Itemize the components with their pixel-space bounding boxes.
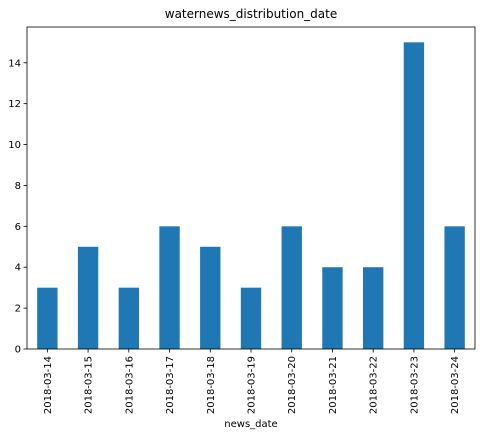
- bar-2018-03-23: [403, 42, 425, 349]
- x-tick-label-2018-03-19: 2018-03-19: [247, 356, 258, 414]
- y-tick-label-7: 14: [8, 58, 21, 69]
- x-tick-label-2018-03-14: 2018-03-14: [43, 356, 54, 414]
- y-tick-label-2: 4: [15, 263, 21, 274]
- chart-title: waternews_distribution_date: [165, 7, 337, 21]
- bar-2018-03-21: [322, 267, 343, 349]
- x-tick-label-2018-03-24: 2018-03-24: [450, 356, 461, 414]
- x-tick-label-2018-03-18: 2018-03-18: [206, 356, 217, 414]
- y-tick-label-6: 12: [8, 99, 21, 110]
- x-tick-label-2018-03-21: 2018-03-21: [328, 356, 339, 414]
- bar-2018-03-17: [159, 226, 180, 349]
- bar-2018-03-24: [444, 226, 465, 349]
- x-axis: 2018-03-14 2018-03-15 2018-03-16 2018-03-17…: [43, 349, 461, 414]
- y-axis: 0 2 4 6 8 10 12 14: [8, 58, 27, 356]
- bar-2018-03-15: [77, 246, 99, 349]
- bar-2018-03-20: [281, 226, 302, 349]
- y-tick-label-3: 6: [15, 222, 21, 233]
- x-tick-label-2018-03-22: 2018-03-22: [369, 356, 380, 414]
- x-tick-label-2018-03-23: 2018-03-23: [409, 356, 420, 414]
- x-tick-label-2018-03-16: 2018-03-16: [124, 356, 135, 414]
- y-tick-label-1: 2: [15, 304, 21, 315]
- bar-2018-03-18: [200, 246, 221, 349]
- bar-2018-03-19: [240, 287, 262, 349]
- y-tick-label-5: 10: [8, 140, 21, 151]
- x-tick-label-2018-03-20: 2018-03-20: [287, 356, 298, 414]
- plot-frame: [26, 26, 476, 350]
- x-axis-label: news_date: [224, 419, 277, 430]
- bars-layer: [37, 42, 465, 349]
- x-tick-label-2018-03-15: 2018-03-15: [84, 356, 95, 414]
- bar-2018-03-14: [37, 287, 58, 349]
- x-tick-label-2018-03-17: 2018-03-17: [165, 356, 176, 414]
- bar-2018-03-16: [118, 287, 139, 349]
- y-tick-label-4: 8: [15, 181, 21, 192]
- y-tick-label-0: 0: [15, 345, 21, 356]
- bar-2018-03-22: [363, 267, 384, 349]
